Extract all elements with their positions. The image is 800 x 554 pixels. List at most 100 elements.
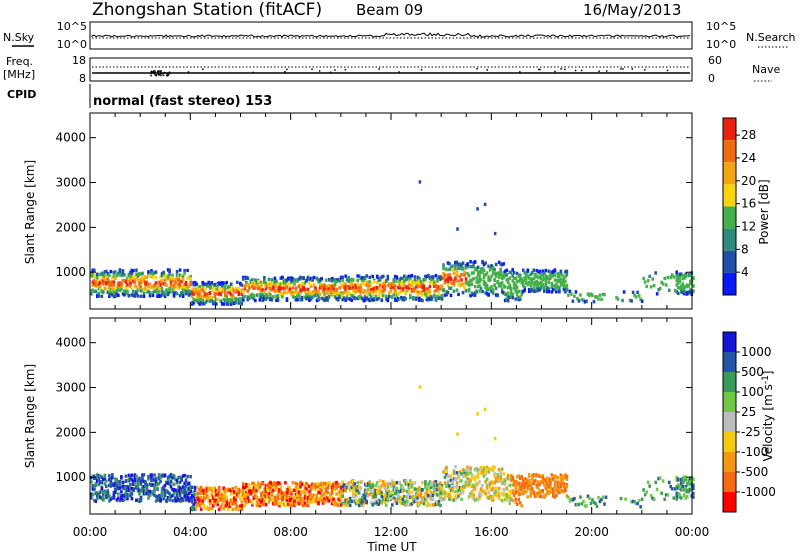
power-cell	[353, 296, 356, 300]
power-cell	[105, 269, 108, 274]
power-cell	[109, 269, 113, 274]
power-cell	[165, 276, 168, 280]
power-cell	[464, 277, 468, 281]
power-cell	[515, 279, 519, 283]
velocity-cell	[434, 500, 438, 504]
power-cell	[326, 285, 329, 289]
power-cell	[494, 286, 498, 291]
velocity-cell	[175, 491, 179, 495]
velocity-cell	[442, 491, 445, 496]
velocity-cell	[291, 501, 295, 505]
velocity-cell	[219, 505, 223, 509]
power-cell	[264, 284, 268, 288]
velocity-cell	[345, 497, 349, 502]
velocity-cell	[601, 495, 605, 499]
power-cell	[601, 292, 605, 297]
velocity-cell	[228, 504, 232, 508]
power-cell	[177, 286, 180, 291]
velocity-cell	[515, 483, 519, 488]
velocity-cell	[315, 497, 319, 501]
power-cell	[353, 292, 356, 296]
power-cell	[320, 277, 323, 281]
velocity-cell	[439, 494, 442, 499]
power-cell	[162, 290, 165, 295]
velocity-cell	[220, 503, 224, 507]
power-cell	[428, 291, 432, 296]
power-cell	[312, 275, 316, 280]
power-cell	[464, 281, 468, 285]
velocity-cell	[136, 481, 140, 486]
power-cell	[424, 274, 427, 279]
velocity-cell	[446, 482, 450, 486]
velocity-cell	[219, 492, 223, 496]
power-cell	[121, 292, 125, 296]
velocity-cell	[199, 501, 203, 505]
power-cell	[550, 290, 554, 294]
velocity-cell	[151, 483, 155, 487]
velocity-cell	[172, 474, 176, 478]
velocity-cell	[688, 476, 692, 480]
velocity-cell	[112, 494, 116, 498]
nsearch-label: N.Search	[746, 31, 796, 44]
station-title: Zhongshan Station (fitACF)	[92, 0, 322, 20]
velocity-cell	[132, 488, 135, 492]
velocity-cell	[279, 496, 283, 500]
power-cell	[117, 281, 120, 285]
power-cell	[493, 267, 496, 272]
velocity-cell	[476, 498, 480, 502]
power-cell	[446, 290, 450, 295]
velocity-cell	[604, 495, 608, 499]
velocity-colorbar-swatch-1	[723, 352, 736, 372]
velocity-cell	[549, 490, 552, 494]
velocity-cell	[497, 494, 501, 498]
freq-dot	[168, 72, 171, 75]
velocity-cell	[375, 481, 379, 485]
power-cell	[129, 274, 132, 278]
power-cell	[362, 289, 366, 294]
power-cell	[240, 302, 244, 306]
power-cell	[494, 262, 498, 267]
power-cell	[409, 295, 412, 300]
velocity-cell	[532, 490, 536, 494]
velocity-cell	[100, 486, 104, 490]
velocity-cell	[232, 490, 236, 494]
power-cell	[338, 286, 341, 290]
velocity-cell	[410, 490, 414, 494]
nsky-label: N.Sky	[3, 31, 35, 44]
velocity-cell	[267, 483, 271, 488]
power-cell	[309, 284, 313, 289]
power-cell	[168, 272, 171, 277]
velocity-colorbar-swatch-4	[723, 412, 736, 432]
power-cell	[220, 284, 224, 288]
power-cell	[442, 266, 445, 271]
velocity-cell	[93, 474, 96, 478]
velocity-cell	[335, 492, 338, 496]
power-cell	[404, 296, 408, 301]
power-cell	[372, 286, 376, 291]
power-cell	[204, 294, 207, 299]
power-cell	[512, 286, 516, 290]
velocity-cell	[564, 488, 567, 492]
power-cell	[369, 297, 373, 302]
velocity-cell	[384, 497, 388, 502]
velocity-cell	[684, 496, 688, 500]
velocity-cell	[667, 480, 671, 485]
velocity-cell	[467, 466, 471, 470]
velocity-cell	[270, 490, 274, 494]
velocity-cell	[135, 474, 138, 479]
power-cell	[413, 275, 417, 279]
velocity-cell	[392, 481, 396, 485]
velocity-cell	[288, 486, 292, 490]
power-cell	[506, 291, 510, 295]
velocity-cell	[532, 481, 536, 486]
power-cell	[100, 294, 104, 298]
power-cell	[684, 290, 688, 295]
power-cell	[126, 276, 129, 280]
velocity-cell	[336, 497, 340, 501]
velocity-cell	[407, 483, 411, 487]
power-cell	[284, 278, 287, 282]
velocity-cell	[317, 484, 320, 489]
velocity-cell	[99, 495, 102, 499]
velocity-cell	[103, 477, 107, 481]
power-cell	[500, 281, 504, 285]
